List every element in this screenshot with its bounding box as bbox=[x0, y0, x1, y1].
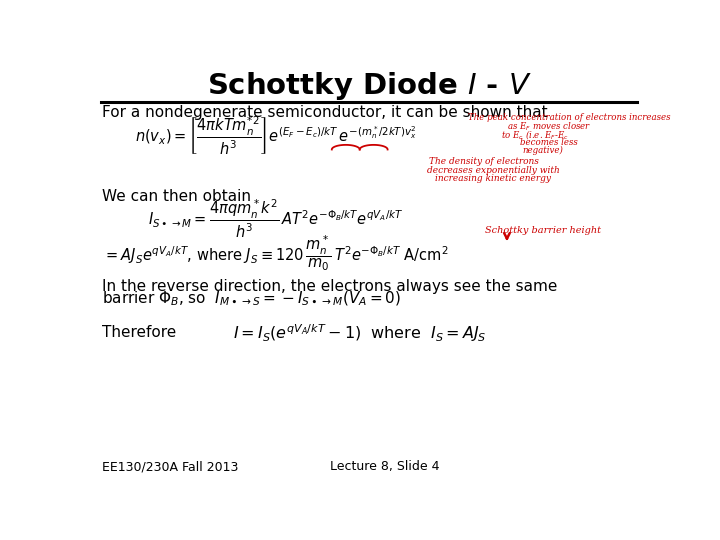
Text: $I_{S\bullet\rightarrow M} = \dfrac{4\pi q m_n^* k^2}{h^3}\, AT^2 e^{-\Phi_B/kT}: $I_{S\bullet\rightarrow M} = \dfrac{4\pi… bbox=[148, 198, 404, 240]
Text: The density of electrons: The density of electrons bbox=[429, 157, 539, 166]
Text: EE130/230A Fall 2013: EE130/230A Fall 2013 bbox=[102, 460, 239, 473]
Text: negative): negative) bbox=[523, 146, 563, 155]
Text: $n(v_x) = \left[\dfrac{4\pi k T m_n^{*2}}{h^3}\right] e^{(E_F - E_c)/kT} \, e^{-: $n(v_x) = \left[\dfrac{4\pi k T m_n^{*2}… bbox=[135, 114, 417, 157]
Text: In the reverse direction, the electrons always see the same: In the reverse direction, the electrons … bbox=[102, 279, 558, 294]
Text: $= AJ_S e^{qV_A/kT}$, where $J_S \equiv 120\, \dfrac{m_n^*}{m_0}\, T^2 e^{-\Phi_: $= AJ_S e^{qV_A/kT}$, where $J_S \equiv … bbox=[103, 234, 449, 273]
Text: Therefore: Therefore bbox=[102, 325, 176, 340]
Text: barrier $\Phi_B$, so  $I_{M\bullet\rightarrow S} = -I_{S\bullet\rightarrow M}(V_: barrier $\Phi_B$, so $I_{M\bullet\righta… bbox=[102, 289, 402, 308]
Text: Lecture 8, Slide 4: Lecture 8, Slide 4 bbox=[330, 460, 440, 473]
Text: as E$_F$ moves closer: as E$_F$ moves closer bbox=[507, 120, 592, 133]
Text: decreases exponentially with: decreases exponentially with bbox=[427, 166, 560, 175]
Text: Schottky Diode $\bf{\it{I}}$ - $\bf{\it{V}}$: Schottky Diode $\bf{\it{I}}$ - $\bf{\it{… bbox=[207, 70, 531, 103]
Text: to E$_c$ (i.e. E$_F$-E$_c$: to E$_c$ (i.e. E$_F$-E$_c$ bbox=[500, 129, 569, 141]
Text: becomes less: becomes less bbox=[520, 138, 578, 147]
Text: $I = I_S\left(e^{qV_A/kT} - 1\right)$  where  $I_S = AJ_S$: $I = I_S\left(e^{qV_A/kT} - 1\right)$ wh… bbox=[233, 322, 487, 343]
Text: The peak concentration of electrons increases: The peak concentration of electrons incr… bbox=[468, 113, 671, 123]
Text: Schottky barrier height: Schottky barrier height bbox=[485, 226, 601, 235]
Text: increasing kinetic energy: increasing kinetic energy bbox=[435, 174, 551, 183]
Text: We can then obtain: We can then obtain bbox=[102, 189, 251, 204]
Text: For a nondegenerate semiconductor, it can be shown that: For a nondegenerate semiconductor, it ca… bbox=[102, 105, 548, 120]
